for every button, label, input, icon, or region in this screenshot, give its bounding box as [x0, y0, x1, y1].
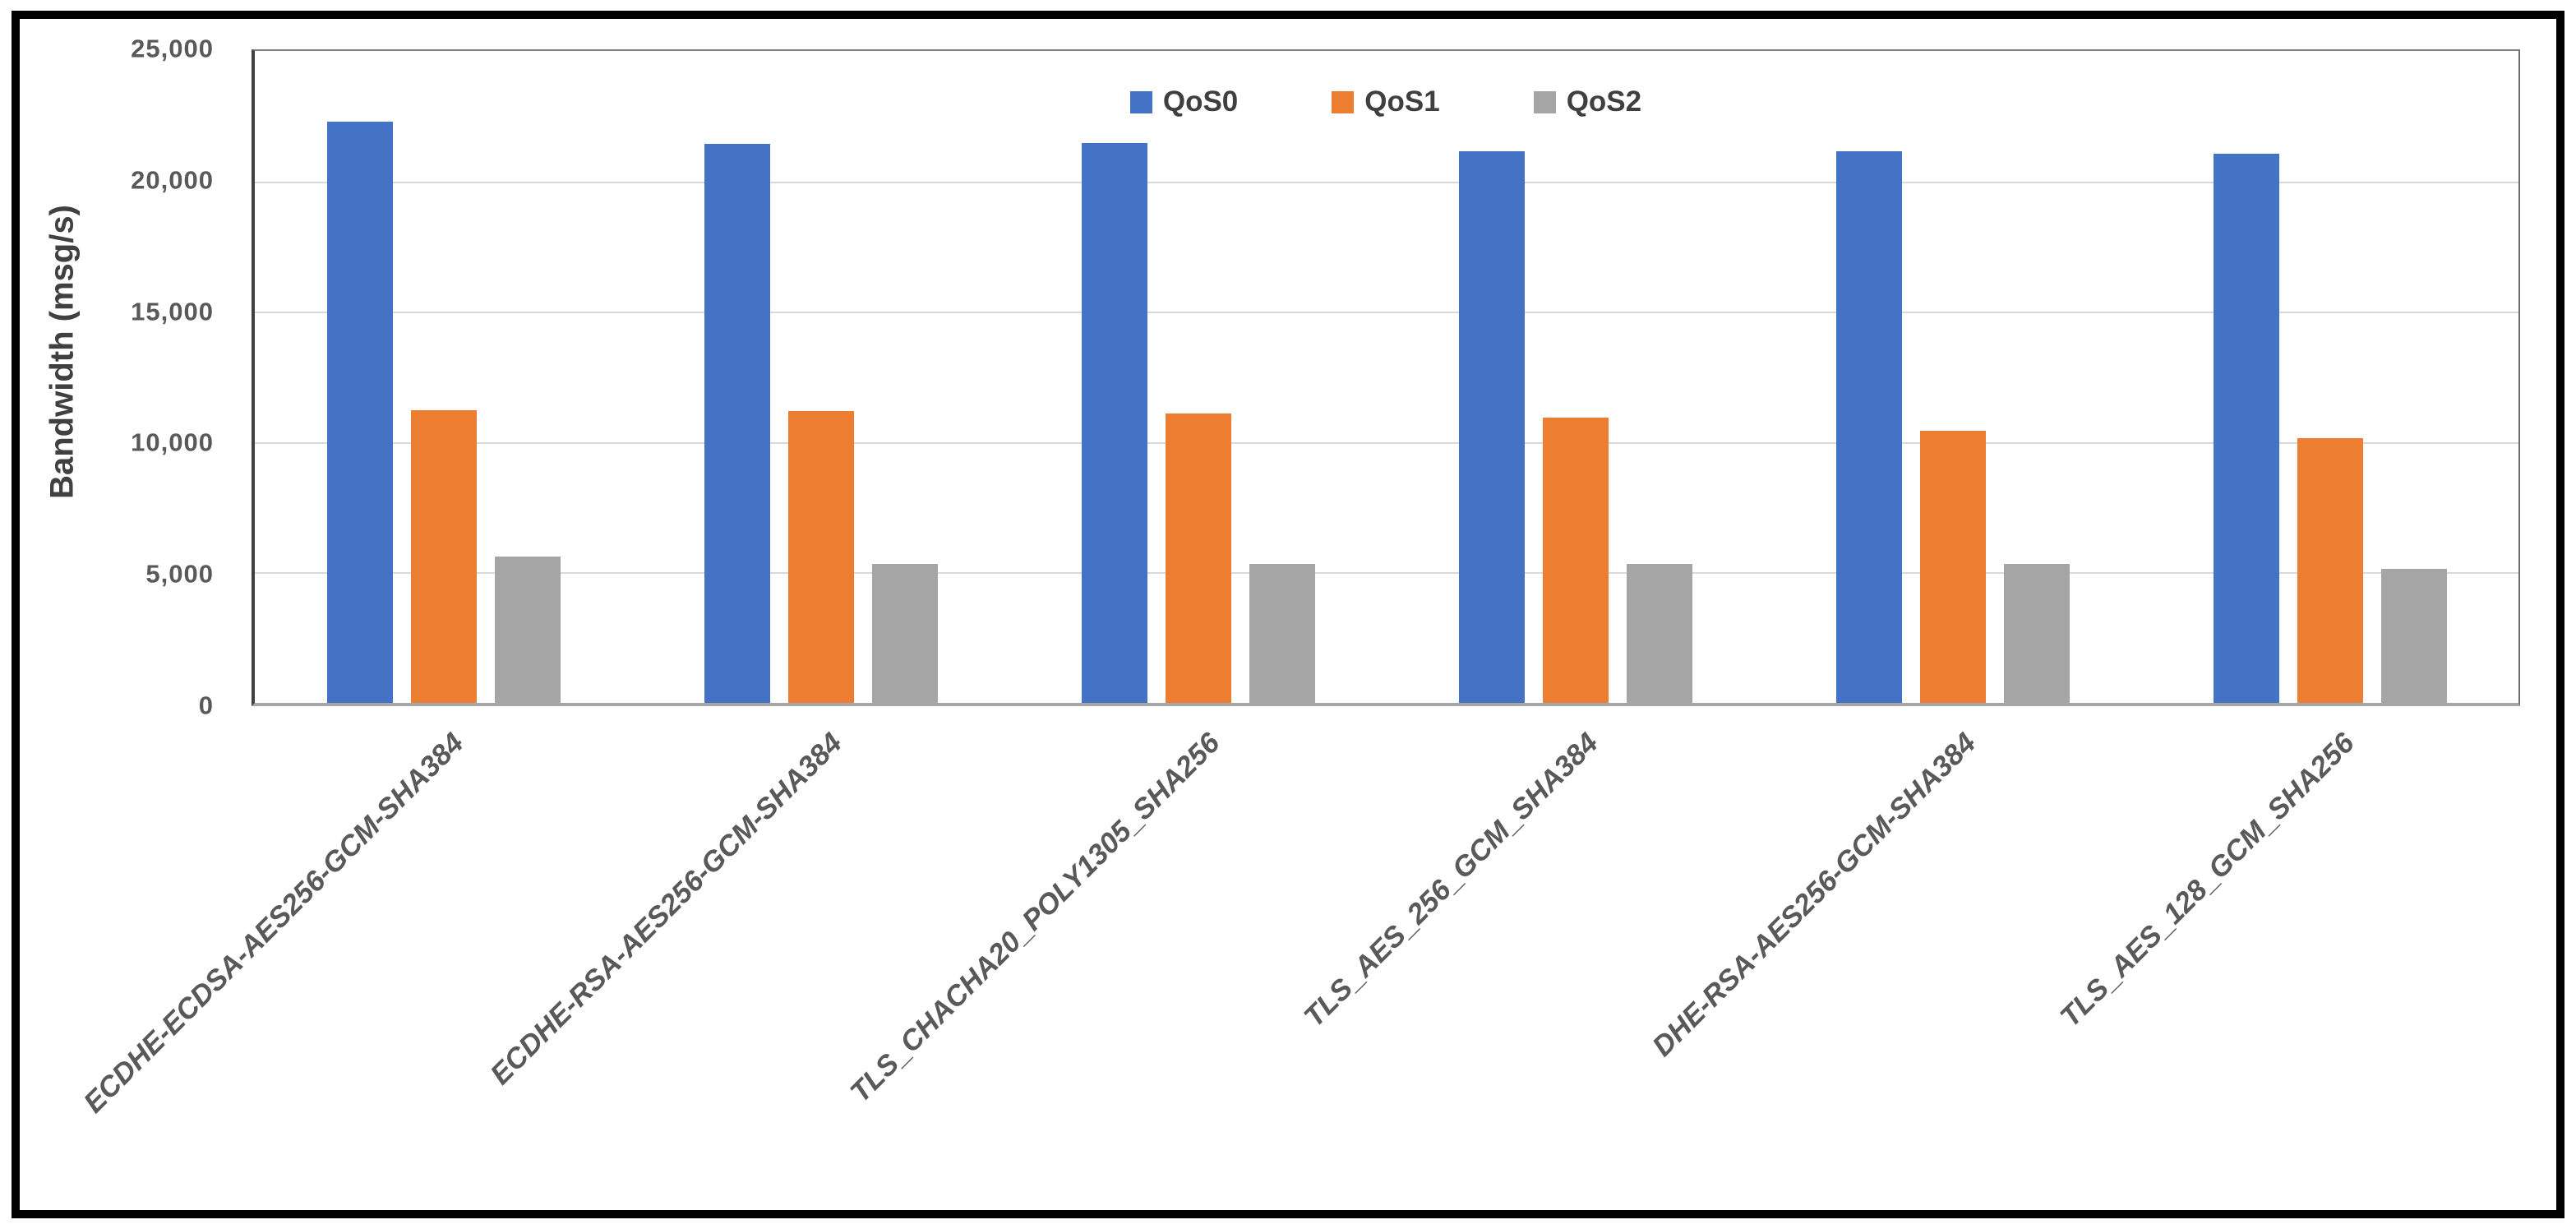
legend-item-qos0: QoS0	[1129, 85, 1239, 118]
legend-swatch-qos1	[1332, 90, 1355, 113]
y-tick-label-20000: 20,000	[131, 165, 214, 195]
legend-swatch-qos2	[1533, 90, 1556, 113]
plot-area	[252, 49, 2520, 706]
y-tick-label-25000: 25,000	[131, 34, 214, 63]
bar-qos1-group3	[1165, 414, 1231, 703]
bar-qos0-group3	[1081, 142, 1147, 703]
bar-qos1-group2	[787, 411, 854, 703]
legend-swatch-qos0	[1129, 90, 1152, 113]
gridline-15000	[255, 312, 2518, 314]
legend: QoS0 QoS1 QoS2	[252, 82, 2520, 122]
legend-label-qos1: QoS1	[1364, 85, 1440, 118]
legend-item-qos1: QoS1	[1332, 85, 1440, 118]
bar-qos1-group4	[1542, 418, 1609, 703]
bar-qos2-group2	[871, 563, 938, 703]
legend-item-qos2: QoS2	[1533, 85, 1642, 118]
bar-qos1-group6	[2297, 437, 2363, 703]
legend-label-qos2: QoS2	[1566, 85, 1642, 118]
bar-qos2-group5	[2003, 563, 2070, 703]
gridline-20000	[255, 181, 2518, 183]
bar-group-2	[632, 51, 1009, 703]
bar-group-3	[1009, 51, 1387, 703]
gridline-10000	[255, 441, 2518, 444]
bar-group-5	[1764, 51, 2141, 703]
bar-qos0-group5	[1835, 151, 1902, 703]
legend-label-qos0: QoS0	[1162, 85, 1239, 118]
bar-qos2-group6	[2380, 568, 2447, 703]
bar-qos2-group1	[494, 557, 561, 703]
bar-qos0-group4	[1458, 150, 1525, 703]
bar-qos0-group1	[326, 122, 393, 703]
y-tick-label-15000: 15,000	[131, 296, 214, 326]
bar-qos1-group1	[410, 410, 477, 703]
y-tick-label-10000: 10,000	[131, 427, 214, 457]
bar-group-1	[255, 51, 632, 703]
bar-qos2-group3	[1249, 563, 1315, 703]
bar-qos1-group5	[1919, 430, 1986, 703]
bar-groups	[255, 51, 2518, 703]
bar-qos0-group6	[2213, 154, 2279, 703]
bar-qos0-group2	[704, 143, 770, 703]
y-tick-label-0: 0	[198, 691, 214, 720]
y-tick-label-5000: 5,000	[145, 559, 214, 589]
bar-group-6	[2141, 51, 2518, 703]
bar-group-4	[1387, 51, 1764, 703]
bar-qos2-group4	[1626, 563, 1692, 703]
gridline-5000	[255, 572, 2518, 575]
